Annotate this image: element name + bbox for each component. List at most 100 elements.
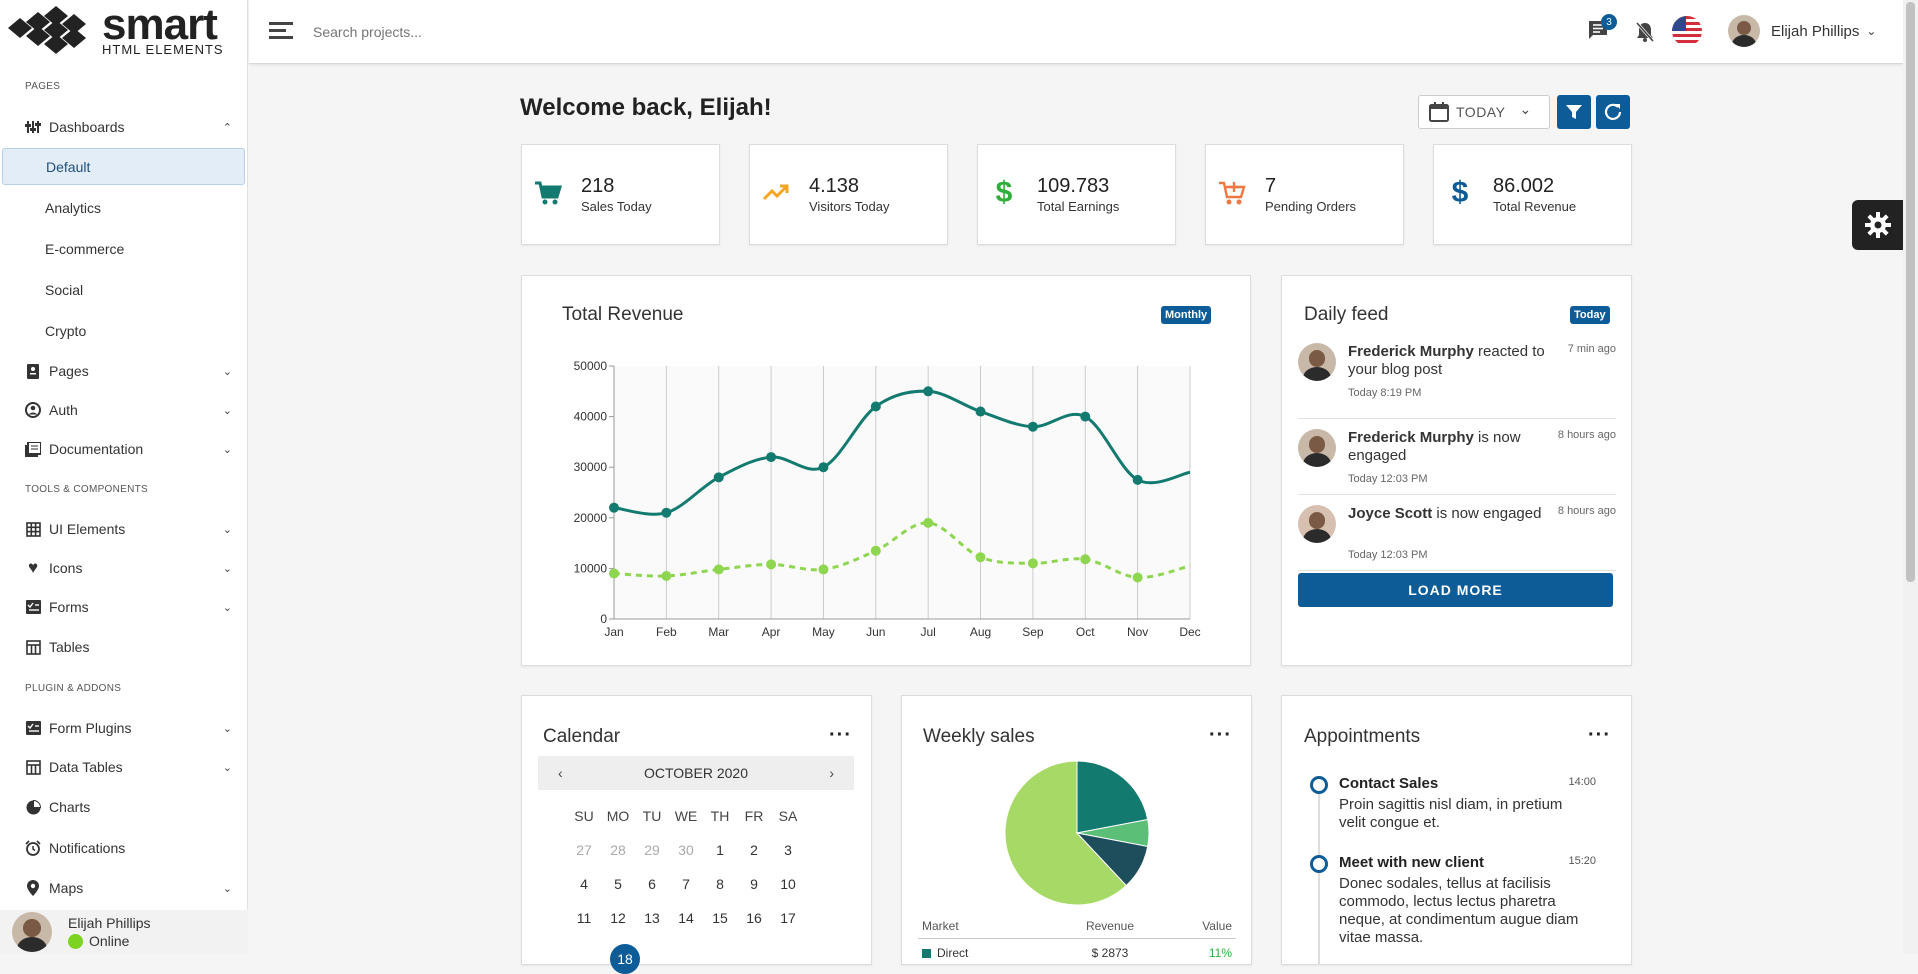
calendar-day[interactable]: 27 <box>576 842 592 858</box>
date-range-select[interactable]: TODAY ⌄ <box>1418 95 1550 129</box>
data-point[interactable] <box>1080 411 1091 422</box>
load-more-button[interactable]: LOAD MORE <box>1298 573 1613 607</box>
data-point[interactable] <box>1080 554 1091 565</box>
data-point[interactable] <box>870 545 881 556</box>
pie-slice[interactable] <box>1005 761 1127 905</box>
data-point[interactable] <box>975 552 986 563</box>
refresh-button[interactable] <box>1596 95 1630 129</box>
appointment-title[interactable]: Contact Sales <box>1339 775 1439 792</box>
sidebar-item-charts[interactable]: Charts <box>0 790 248 824</box>
avatar <box>12 912 52 952</box>
x-tick-label: Feb <box>656 625 677 639</box>
sidebar-item-form-plugins[interactable]: Form Plugins ⌄ <box>0 711 248 745</box>
x-tick-label: Dec <box>1179 625 1200 639</box>
card-title: Calendar <box>543 726 621 747</box>
calendar-day[interactable]: 29 <box>644 842 660 858</box>
sidebar-subitem-crypto[interactable]: Crypto <box>45 322 87 339</box>
y-tick-label: 20000 <box>574 511 608 525</box>
more-options-icon[interactable]: ··· <box>829 724 852 746</box>
chevron-right-icon[interactable]: › <box>829 765 834 781</box>
sidebar-user[interactable]: Elijah Phillips Online <box>0 910 248 954</box>
calendar-day[interactable]: 10 <box>780 876 796 892</box>
appointment-title[interactable]: Meet with new client <box>1339 854 1485 871</box>
feed-item[interactable]: Frederick Murphy is now engaged 8 hours … <box>1298 419 1616 495</box>
calendar-day[interactable]: 8 <box>716 876 724 892</box>
today-badge[interactable]: Today <box>1570 306 1610 324</box>
data-point[interactable] <box>713 472 724 483</box>
sidebar-item-dashboards[interactable]: Dashboards ⌃ <box>0 110 248 144</box>
data-point[interactable] <box>975 406 986 417</box>
sidebar-user-status: Online <box>89 933 130 949</box>
calendar-day[interactable]: 5 <box>614 876 622 892</box>
filter-button[interactable] <box>1557 95 1591 129</box>
data-point[interactable] <box>661 570 672 581</box>
calendar-day[interactable]: 9 <box>750 876 758 892</box>
feed-item[interactable]: Frederick Murphy reacted to your blog po… <box>1298 343 1616 419</box>
monthly-badge[interactable]: Monthly <box>1161 306 1212 324</box>
sidebar-item-tables[interactable]: Tables <box>0 630 248 664</box>
data-point[interactable] <box>1027 558 1038 569</box>
user-menu[interactable]: Elijah Phillips ⌄ <box>1728 15 1876 47</box>
calendar-day[interactable]: 7 <box>682 876 690 892</box>
sidebar-item-auth[interactable]: Auth ⌄ <box>0 393 248 427</box>
calendar-day[interactable]: 1 <box>716 842 724 858</box>
calendar-day[interactable]: 28 <box>610 842 626 858</box>
data-point[interactable] <box>923 386 934 397</box>
notifications-off-icon[interactable] <box>1635 21 1655 48</box>
calendar-day[interactable]: 30 <box>678 842 694 858</box>
sidebar-item-label: Forms <box>49 599 89 615</box>
calendar-day[interactable]: 6 <box>648 876 656 892</box>
data-point[interactable] <box>1132 474 1143 485</box>
data-point[interactable] <box>1132 572 1143 583</box>
data-point[interactable] <box>766 452 777 463</box>
weekday-label: MO <box>606 808 630 824</box>
sidebar-subitem-analytics[interactable]: Analytics <box>45 199 102 216</box>
data-point[interactable] <box>870 401 881 412</box>
sidebar-subitem-ecommerce[interactable]: E-commerce <box>45 240 125 257</box>
data-point[interactable] <box>818 564 829 575</box>
sidebar-item-notifications[interactable]: Notifications <box>0 831 248 865</box>
data-point[interactable] <box>923 517 934 528</box>
search-input[interactable] <box>311 18 611 46</box>
calendar-day[interactable]: 2 <box>750 842 758 858</box>
page-scrollbar[interactable] <box>1903 0 1918 954</box>
calendar-day[interactable]: 16 <box>746 910 762 926</box>
settings-button[interactable] <box>1852 200 1904 250</box>
more-options-icon[interactable]: ··· <box>1588 724 1611 746</box>
calendar-day[interactable]: 17 <box>780 910 796 926</box>
calendar-day[interactable]: 15 <box>712 910 728 926</box>
sidebar-item-forms[interactable]: Forms ⌄ <box>0 590 248 624</box>
sidebar-item-pages[interactable]: Pages ⌄ <box>0 354 248 388</box>
calendar-day[interactable]: 13 <box>644 910 660 926</box>
sidebar-item-icons[interactable]: ♥ Icons ⌄ <box>0 551 248 585</box>
menu-toggle-icon[interactable] <box>269 22 293 45</box>
calendar-day[interactable]: 12 <box>610 910 626 926</box>
scrollbar-thumb[interactable] <box>1906 2 1915 582</box>
calendar-day[interactable]: 14 <box>678 910 694 926</box>
data-point[interactable] <box>766 559 777 570</box>
pie-slice[interactable] <box>1075 832 1149 887</box>
calendar-day[interactable]: 4 <box>580 876 588 892</box>
data-point[interactable] <box>609 568 619 579</box>
sidebar-item-maps[interactable]: Maps ⌄ <box>0 871 248 905</box>
sidebar-subitem-social[interactable]: Social <box>45 281 84 298</box>
calendar-day[interactable]: 3 <box>784 842 792 858</box>
calendar-selected-day[interactable]: 18 <box>610 944 640 974</box>
logo[interactable]: smart HTML ELEMENTS <box>0 0 247 64</box>
us-flag-icon[interactable] <box>1672 16 1702 46</box>
data-point[interactable] <box>818 462 829 473</box>
data-point[interactable] <box>661 507 672 518</box>
messages-button[interactable]: 3 <box>1587 14 1617 46</box>
sidebar-subitem-default[interactable]: Default <box>2 148 245 185</box>
sidebar-item-documentation[interactable]: Documentation ⌄ <box>0 432 248 466</box>
chevron-left-icon[interactable]: ‹ <box>558 765 563 781</box>
data-point[interactable] <box>609 502 619 513</box>
sidebar-item-ui-elements[interactable]: UI Elements ⌄ <box>0 512 248 546</box>
feed-item[interactable]: Joyce Scott is now engaged 8 hours ago T… <box>1298 495 1616 571</box>
pie-slice[interactable] <box>1076 761 1149 834</box>
more-options-icon[interactable]: ··· <box>1209 724 1232 746</box>
calendar-day[interactable]: 11 <box>576 910 592 926</box>
data-point[interactable] <box>713 564 724 575</box>
sidebar-item-data-tables[interactable]: Data Tables ⌄ <box>0 750 248 784</box>
data-point[interactable] <box>1027 421 1038 432</box>
